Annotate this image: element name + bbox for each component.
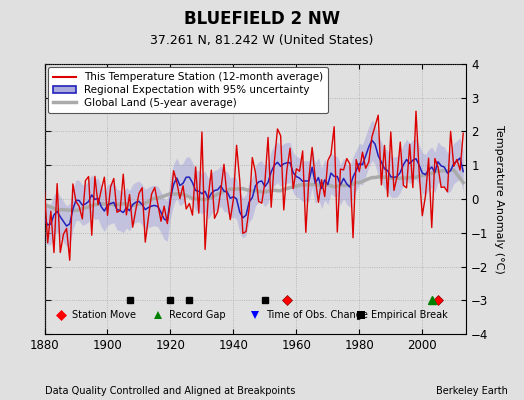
Legend: This Temperature Station (12-month average), Regional Expectation with 95% uncer: This Temperature Station (12-month avera…	[48, 67, 329, 113]
Text: BLUEFIELD 2 NW: BLUEFIELD 2 NW	[184, 10, 340, 28]
Text: Time of Obs. Change: Time of Obs. Change	[266, 310, 368, 320]
Text: Berkeley Earth: Berkeley Earth	[436, 386, 508, 396]
Text: Station Move: Station Move	[72, 310, 136, 320]
Text: Empirical Break: Empirical Break	[372, 310, 448, 320]
Text: Record Gap: Record Gap	[169, 310, 226, 320]
Text: Data Quality Controlled and Aligned at Breakpoints: Data Quality Controlled and Aligned at B…	[45, 386, 295, 396]
Y-axis label: Temperature Anomaly (°C): Temperature Anomaly (°C)	[494, 125, 504, 273]
Text: 37.261 N, 81.242 W (United States): 37.261 N, 81.242 W (United States)	[150, 34, 374, 46]
